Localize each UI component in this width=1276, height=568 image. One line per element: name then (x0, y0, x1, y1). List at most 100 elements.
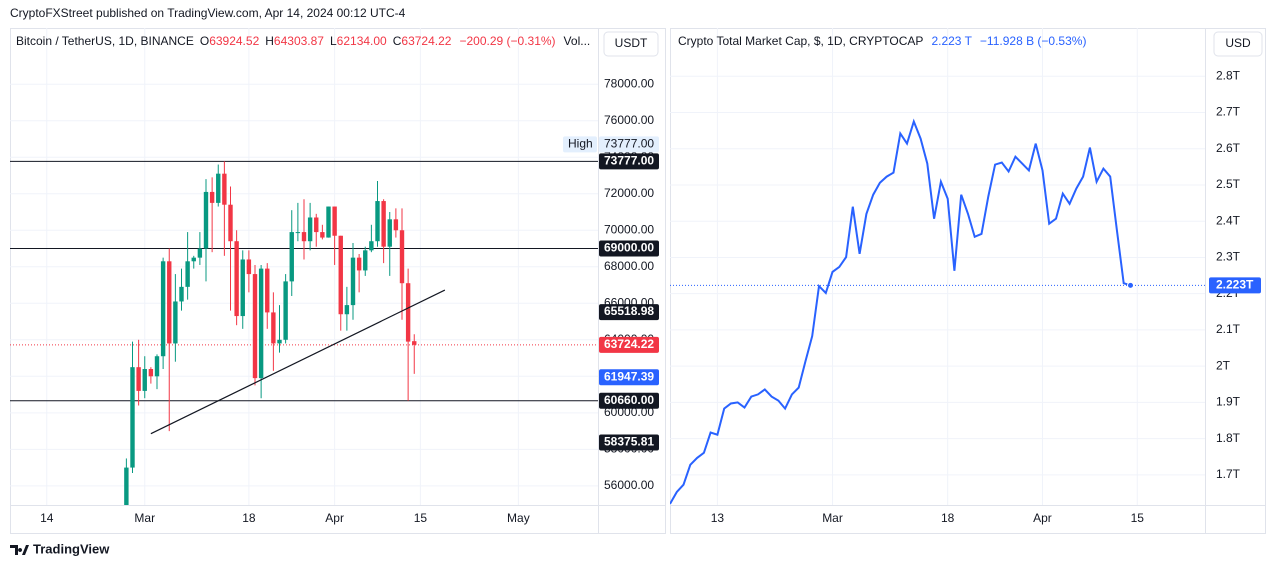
candle-body (356, 257, 362, 271)
legend: Crypto Total Market Cap, $, 1D, CRYPTOCA… (678, 34, 1086, 48)
high-price: 73777.00 (604, 136, 654, 150)
price-label: 73777.00 (604, 153, 654, 167)
left-panel (10, 28, 666, 534)
candle-body (277, 339, 282, 344)
candle-body (191, 257, 196, 262)
y-tick-label: 76000.00 (604, 113, 654, 127)
y-tick-label: 1.7T (1216, 467, 1241, 481)
currency-label: USD (1225, 36, 1251, 50)
y-tick-label: 70000.00 (604, 222, 654, 236)
candle-body (216, 173, 221, 203)
y-tick-label: 2.3T (1216, 250, 1241, 264)
price-label-box (599, 369, 659, 386)
candle-body (369, 241, 374, 251)
last-label-box (1209, 277, 1261, 294)
x-tick-label: 18 (941, 511, 955, 525)
brand: TradingView (33, 541, 110, 556)
candle-body (185, 261, 190, 287)
legend-value: 63924.52 (209, 34, 259, 48)
candle-body (320, 232, 325, 238)
candle-body (240, 259, 245, 317)
price-label: 69000.00 (604, 241, 654, 255)
legend-value: 63724.22 (401, 34, 451, 48)
last-label: 2.223T (1216, 278, 1254, 292)
candle-body (173, 301, 178, 344)
candle-body (252, 274, 258, 379)
y-tick-label: 1.9T (1216, 395, 1241, 409)
candle-body (136, 367, 141, 391)
price-label: 58375.81 (604, 435, 654, 449)
price-label: 65518.98 (604, 304, 654, 318)
x-tick-label: 15 (1131, 511, 1145, 525)
x-tick-label: Apr (325, 511, 344, 525)
last-point (1127, 281, 1135, 289)
candle-body (295, 232, 301, 234)
y-tick-label: 72000.00 (604, 186, 654, 200)
currency-button (1213, 31, 1263, 57)
candle-body (350, 257, 356, 306)
candle-body (167, 261, 172, 344)
price-label: 60660.00 (604, 393, 654, 407)
candle-body (160, 261, 166, 357)
legend-key: H (265, 34, 274, 48)
candle-body (289, 232, 294, 282)
y-tick-label: 2.8T (1216, 68, 1241, 82)
x-tick-label: 18 (242, 511, 256, 525)
candle-body (332, 206, 337, 236)
y-tick-label: 2.4T (1216, 213, 1241, 227)
x-tick-label: Mar (134, 511, 155, 525)
y-tick-label: 78000.00 (604, 76, 654, 90)
candle-body (197, 248, 203, 258)
candle-body (344, 305, 350, 315)
candle-body (307, 217, 313, 242)
candle-body (148, 369, 154, 377)
x-tick-label: 13 (711, 511, 725, 525)
high-price-box (599, 136, 659, 153)
y-tick-label: 56000.00 (604, 478, 654, 492)
candle-body (203, 191, 209, 249)
price-label-box (599, 434, 659, 451)
legend-title: Bitcoin / TetherUS, 1D, BINANCE (16, 34, 194, 48)
candle-body (314, 217, 319, 233)
candle-body (326, 206, 331, 238)
candle-body (381, 201, 386, 247)
candle-body (271, 312, 276, 344)
candle-body (301, 232, 307, 242)
candle-body (179, 286, 184, 302)
chart-layer: 56000.0058000.0060000.0062000.0064000.00… (10, 28, 1263, 525)
currency-label: USDT (615, 36, 648, 50)
price-label-box (599, 392, 659, 409)
legend-key: O (200, 34, 209, 48)
right-panel (670, 28, 1266, 534)
y-tick-label: 68000.00 (604, 259, 654, 273)
high-tag: High (568, 136, 593, 150)
legend-key: L (330, 34, 337, 48)
y-tick-label: 2T (1216, 358, 1231, 372)
price-label-box (599, 304, 659, 321)
candle-body (283, 281, 288, 340)
candle-body (130, 367, 135, 468)
x-tick-label: 14 (40, 511, 54, 525)
y-tick-label: 2.1T (1216, 322, 1241, 336)
candle-body (209, 191, 215, 203)
y-tick-label: 1.8T (1216, 431, 1241, 445)
legend-key: C (393, 34, 402, 48)
published-line: CryptoFXStreet published on TradingView.… (10, 6, 406, 20)
legend-change: −200.29 (−0.31%) (459, 34, 555, 48)
legend-volume: Vol... (564, 34, 591, 48)
tradingview-logo (10, 545, 29, 555)
candle-body (338, 235, 343, 315)
market-cap-line (670, 118, 1131, 505)
y-tick-label: 2.5T (1216, 177, 1241, 191)
x-tick-label: Mar (822, 511, 843, 525)
legend: Bitcoin / TetherUS, 1D, BINANCE O63924.52… (16, 34, 590, 48)
candle-body (265, 268, 270, 313)
price-label: 63724.22 (604, 337, 654, 351)
candle-body (405, 283, 411, 342)
x-tick-label: Apr (1033, 511, 1052, 525)
x-tick-label: 15 (414, 511, 428, 525)
legend-change: −11.928 B (−0.53%) (980, 34, 1087, 48)
candle-body (246, 259, 252, 275)
